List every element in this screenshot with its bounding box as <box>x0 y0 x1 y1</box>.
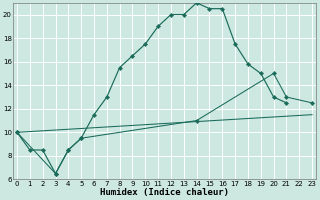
X-axis label: Humidex (Indice chaleur): Humidex (Indice chaleur) <box>100 188 229 197</box>
